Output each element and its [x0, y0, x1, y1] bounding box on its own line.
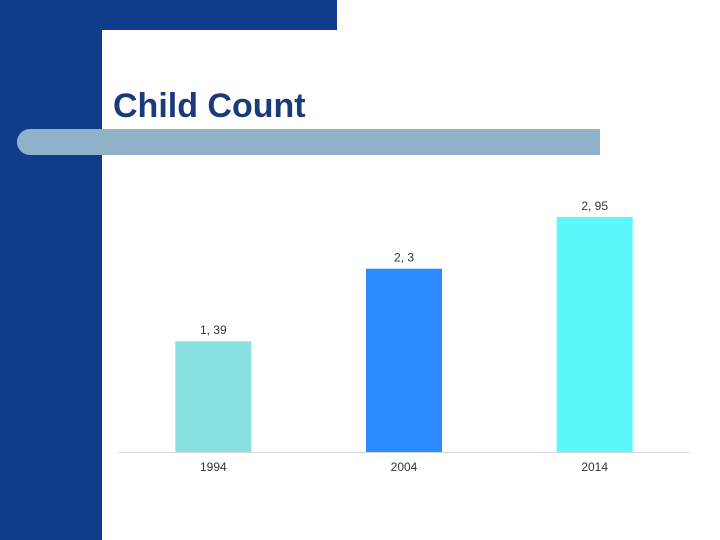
data-label-2014: 2, 95: [581, 199, 608, 213]
x-tick-label-2014: 2014: [581, 460, 608, 474]
bar-1994: [175, 341, 252, 452]
data-label-2004: 2, 3: [394, 251, 414, 265]
x-tick-label-2004: 2004: [391, 460, 418, 474]
bar-group: [175, 216, 633, 452]
data-label-1994: 1, 39: [200, 323, 227, 337]
side-band: [0, 0, 102, 540]
x-tick-label-group: 1994 2004 2014: [200, 460, 608, 474]
slide-title: Child Count: [113, 87, 306, 125]
data-label-group: 1, 39 2, 3 2, 95: [200, 199, 608, 337]
bar-2004: [366, 268, 442, 452]
x-tick-label-1994: 1994: [200, 460, 227, 474]
title-underline-bar: [17, 129, 600, 155]
bar-2014: [556, 216, 633, 452]
